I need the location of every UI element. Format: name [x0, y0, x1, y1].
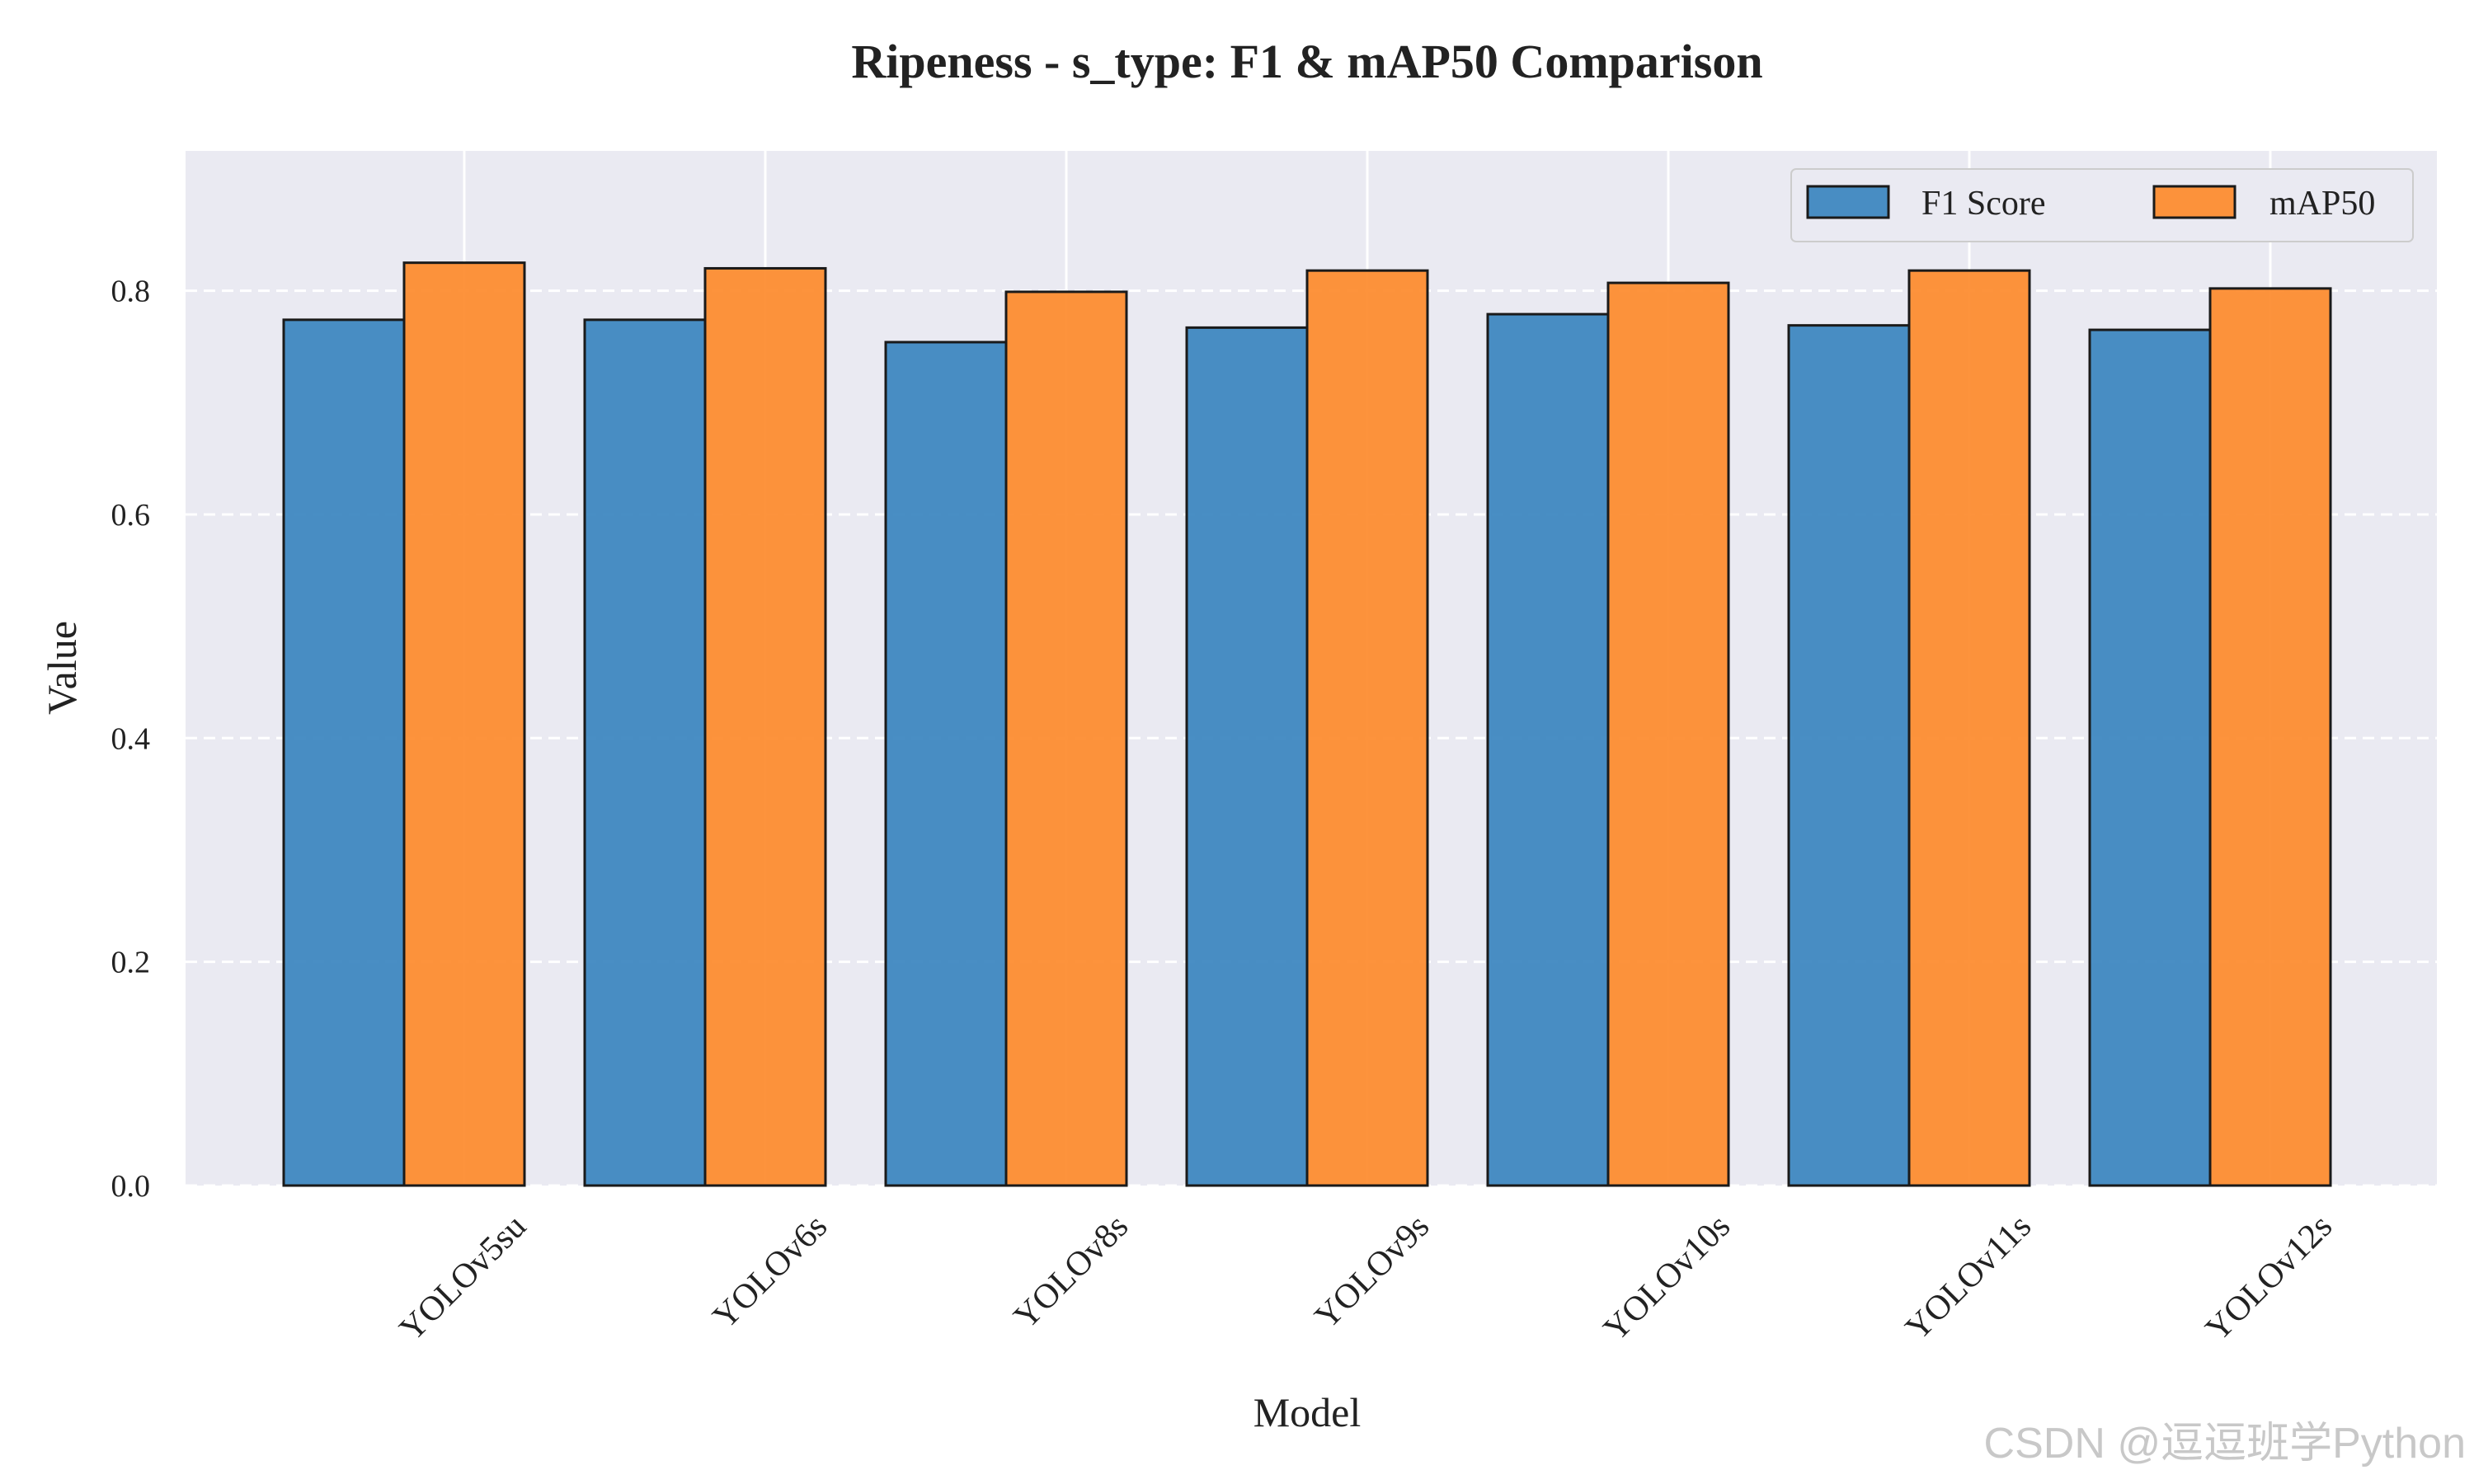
legend-swatch-map50	[2152, 185, 2236, 219]
bar-layer	[282, 261, 2332, 1187]
bar-f1-score-yolov6s	[583, 318, 707, 1187]
bar-f1-score-yolov12s	[2088, 328, 2212, 1187]
watermark: CSDN @逗逗班学Python	[1984, 1420, 2466, 1468]
bar-f1-score-yolov10s	[1486, 312, 1610, 1187]
x-tick-labels: YOLOv5su YOLOv6s YOLOv8s YOLOv9s YOLOv10s YOL…	[393, 1208, 2340, 1349]
legend-label-f1-score: F1 Score	[1921, 185, 2046, 223]
y-tick-labels: 0.0 0.2 0.4 0.6 0.8	[111, 275, 151, 1204]
legend-label-map50: mAP50	[2269, 185, 2375, 223]
legend: F1 Score mAP50	[1790, 168, 2414, 242]
x-axis-label: Model	[1253, 1389, 1362, 1435]
x-tick-label: YOLOv5su	[393, 1208, 534, 1349]
bar-map50-yolov9s	[1305, 269, 1429, 1187]
bar-f1-score-yolov9s	[1185, 326, 1309, 1187]
chart-title: Ripeness - s_type: F1 & mAP50 Comparison	[851, 35, 1762, 88]
x-tick-label: YOLOv8s	[1007, 1208, 1136, 1336]
legend-swatch-f1-score	[1806, 185, 1890, 219]
y-tick-label: 0.6	[111, 498, 151, 533]
bar-map50-yolov10s	[1606, 281, 1730, 1187]
x-tick-label: YOLOv10s	[1597, 1208, 1738, 1349]
bar-f1-score-yolov8s	[884, 340, 1008, 1187]
x-tick-label: YOLOv9s	[1308, 1208, 1437, 1336]
bar-map50-yolov8s	[1004, 290, 1128, 1187]
bar-f1-score-yolov5su	[282, 318, 406, 1187]
y-tick-label: 0.8	[111, 275, 151, 309]
bar-map50-yolov5su	[402, 261, 526, 1187]
bar-map50-yolov12s	[2208, 287, 2332, 1187]
x-tick-label: YOLOv12s	[2199, 1208, 2340, 1349]
x-tick-label: YOLOv6s	[706, 1208, 835, 1336]
y-tick-label: 0.2	[111, 946, 151, 980]
y-tick-label: 0.4	[111, 721, 151, 756]
x-tick-label: YOLOv11s	[1898, 1208, 2039, 1348]
bar-map50-yolov11s	[1907, 269, 2031, 1187]
bar-map50-yolov6s	[703, 266, 827, 1187]
legend-box	[1790, 168, 2414, 242]
bar-f1-score-yolov11s	[1787, 324, 1911, 1187]
y-axis-label: Value	[39, 621, 85, 715]
y-tick-label: 0.0	[111, 1169, 151, 1204]
